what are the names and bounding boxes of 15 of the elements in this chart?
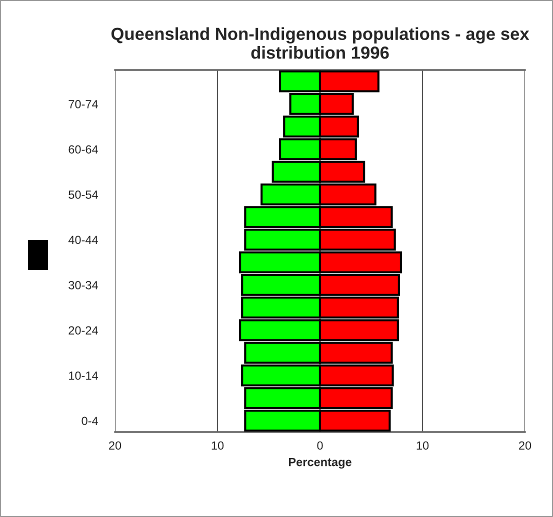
x-axis-title: Percentage	[288, 458, 352, 469]
x-tick-label: 10	[416, 441, 429, 450]
y-tick-label: 10-14	[69, 371, 98, 380]
x-tick-label: 0	[317, 441, 323, 450]
x-tick-label: 20	[519, 441, 532, 450]
y-tick-label: 0-4	[82, 416, 98, 426]
x-tick-label: 20	[109, 441, 122, 450]
y-tick-label: 50-54	[68, 190, 98, 199]
y-tick-label: 60-64	[68, 145, 98, 154]
chart-title: Queensland Non-Indigenous populations - age sex distribution 1996	[111, 27, 530, 59]
y-tick-label: 40-44	[68, 236, 98, 244]
y-tick-label: 20-24	[68, 326, 98, 335]
x-tick-label: 10	[212, 441, 224, 450]
y-tick-label: 30-34	[68, 280, 98, 290]
y-tick-label: 70-74	[68, 100, 98, 108]
